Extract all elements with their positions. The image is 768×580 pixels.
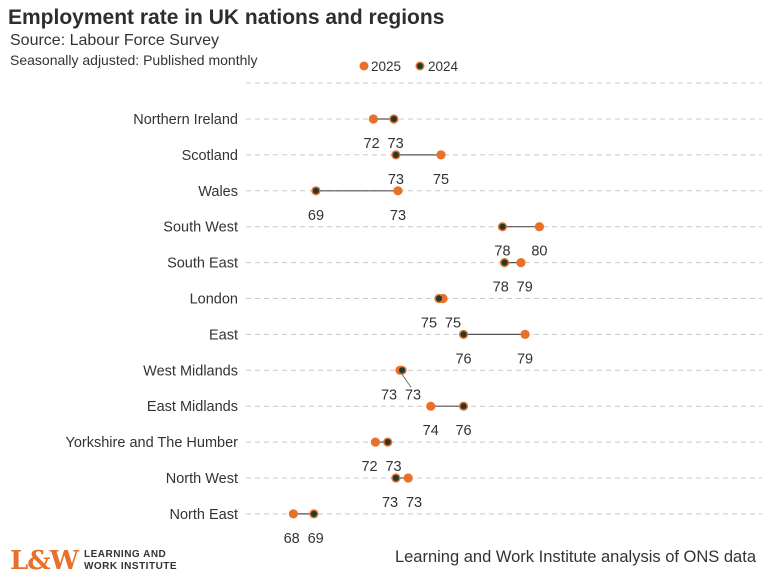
value-label-2025: 80 (531, 244, 547, 260)
point-2024 (392, 151, 399, 158)
point-2025 (370, 437, 380, 447)
dot-plot: 2025 2024 Northern Ireland 72 73 Scotland 75 73… (66, 59, 762, 545)
category-label: Wales (198, 184, 238, 200)
value-label-2025: 75 (445, 316, 461, 332)
logo-text-line-2: WORK INSTITUTE (83, 561, 178, 572)
category-label: East Midlands (147, 399, 238, 415)
value-label-2025: 75 (433, 172, 449, 188)
logo-mark: L&W (10, 546, 79, 576)
point-2025 (426, 401, 436, 411)
point-2024 (460, 403, 467, 410)
category-label: South West (163, 220, 238, 236)
value-label-2024: 76 (455, 423, 471, 439)
category-label: East (209, 327, 238, 343)
brand-logo: L&W LEARNING AND WORK INSTITUTE (10, 548, 177, 574)
legend-marker-2024 (417, 63, 423, 69)
value-label-2025: 73 (406, 495, 422, 511)
value-label-2024: 78 (493, 280, 509, 296)
value-label-2025: 73 (390, 208, 406, 224)
point-2024 (390, 115, 397, 123)
value-label-2024: 73 (382, 495, 398, 511)
value-label-2025: 72 (361, 459, 377, 475)
category-label: West Midlands (143, 363, 238, 379)
chart-subtitle: Source: Labour Force Survey (10, 32, 219, 49)
category-label: Yorkshire and The Humber (66, 435, 239, 451)
category-label: Scotland (182, 148, 238, 164)
point-2024 (398, 367, 406, 374)
logo-text-line-1: LEARNING AND (83, 549, 167, 560)
logo-text: LEARNING AND WORK INSTITUTE (84, 549, 177, 573)
value-label-2024: 73 (405, 387, 421, 403)
value-label-2024: 73 (385, 459, 401, 475)
category-label: South East (167, 256, 238, 272)
value-label-2025: 68 (284, 531, 300, 545)
label-leader (401, 374, 412, 388)
value-label-2024: 78 (494, 244, 510, 260)
point-2025 (403, 473, 413, 483)
value-label-2024: 69 (308, 531, 324, 545)
point-2025 (516, 258, 526, 268)
point-2024 (499, 223, 506, 230)
value-label-2025: 74 (423, 423, 439, 439)
point-2025 (368, 114, 378, 124)
legend-marker-2025 (359, 61, 369, 71)
category-label: London (190, 292, 238, 308)
chart-note: Seasonally adjusted: Published monthly (10, 52, 258, 68)
value-label-2024: 73 (388, 136, 404, 152)
point-2024 (435, 295, 443, 302)
value-label-2024: 69 (308, 208, 324, 224)
point-2025 (436, 150, 446, 160)
value-label-2024: 76 (455, 351, 471, 367)
category-label: Northern Ireland (133, 112, 238, 128)
chart-title: Employment rate in UK nations and region… (8, 6, 445, 29)
point-2025 (393, 186, 403, 196)
value-label-2025: 79 (517, 351, 533, 367)
point-2024 (384, 439, 391, 446)
point-2024 (501, 259, 508, 266)
point-2025 (520, 329, 530, 339)
point-2025 (288, 509, 298, 519)
value-label-2024: 73 (388, 172, 404, 188)
point-2024 (392, 474, 399, 482)
legend-label-2024: 2024 (428, 59, 459, 74)
legend-label-2025: 2025 (371, 59, 401, 74)
value-label-2025: 79 (517, 280, 533, 296)
value-label-2025: 73 (381, 387, 397, 403)
point-2024 (310, 510, 317, 517)
point-2024 (460, 331, 467, 338)
point-2024 (312, 187, 320, 194)
value-label-2024: 75 (421, 316, 437, 332)
point-2025 (534, 222, 545, 232)
category-label: North West (166, 471, 238, 487)
category-label: North East (170, 507, 239, 523)
value-label-2025: 72 (364, 136, 380, 152)
footer-source: Learning and Work Institute analysis of … (394, 548, 756, 566)
